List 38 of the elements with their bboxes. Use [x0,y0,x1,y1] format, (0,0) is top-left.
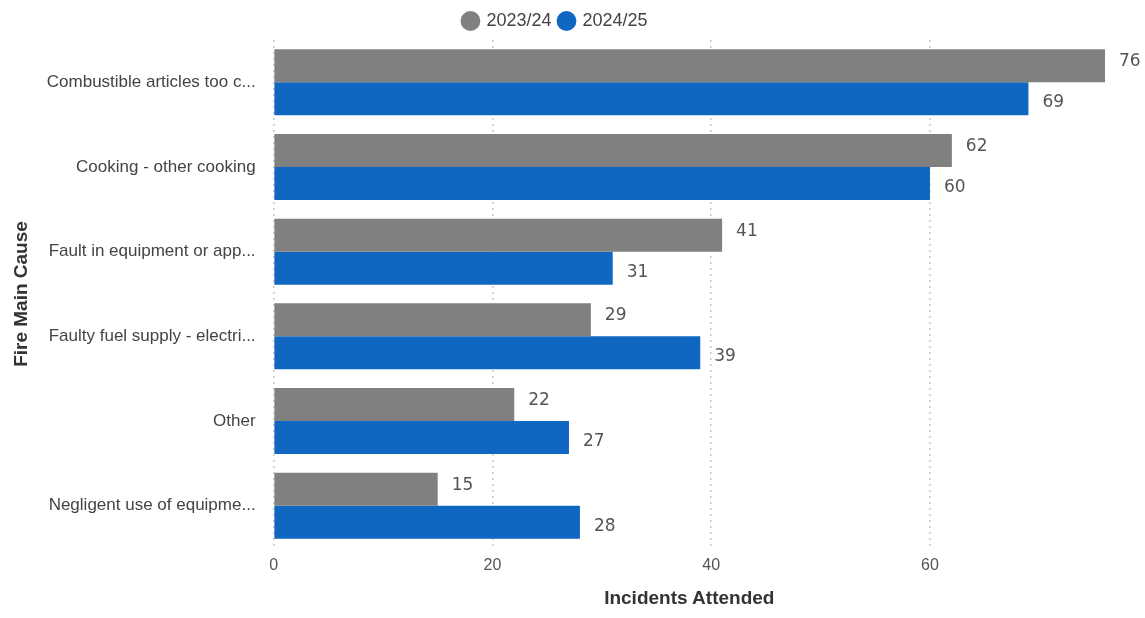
x-tick-label: 40 [702,556,721,574]
bar [274,387,515,421]
bar [274,218,723,252]
bar [274,421,569,455]
data-label: 15 [451,473,474,494]
data-label: 28 [593,514,616,535]
data-label: 69 [1042,91,1065,112]
data-label: 31 [626,260,649,281]
y-tick-label: Other [213,410,256,430]
x-axis-title: Incidents Attended [604,586,775,608]
bar [274,49,1105,83]
data-label: 62 [965,134,988,155]
bar [274,472,438,506]
bar [274,167,930,201]
y-tick-label: Faulty fuel supply - electri... [48,326,256,346]
legend-label: 2024/25 [582,9,648,30]
bar [274,303,591,337]
data-label: 76 [1119,50,1141,71]
y-tick-label: Cooking - other cooking [76,156,256,176]
y-axis-title: Fire Main Cause [9,221,31,367]
y-tick-label: Combustible articles too c... [46,72,256,92]
bar [274,505,580,539]
data-label: 39 [714,345,736,366]
legend-label: 2023/24 [486,9,552,30]
x-tick-label: 0 [269,556,279,574]
data-label: 22 [528,388,550,409]
data-label: 60 [943,175,966,196]
bar [274,133,952,167]
bar [274,82,1029,116]
x-tick-label: 20 [483,556,502,574]
y-tick-label: Negligent use of equipme... [48,495,256,515]
bar [274,251,613,285]
x-tick-label: 60 [921,556,939,574]
data-label: 27 [582,429,605,450]
data-label: 41 [736,219,758,240]
y-tick-label: Fault in equipment or app... [48,241,256,261]
bar [274,336,701,370]
data-label: 29 [604,304,627,325]
